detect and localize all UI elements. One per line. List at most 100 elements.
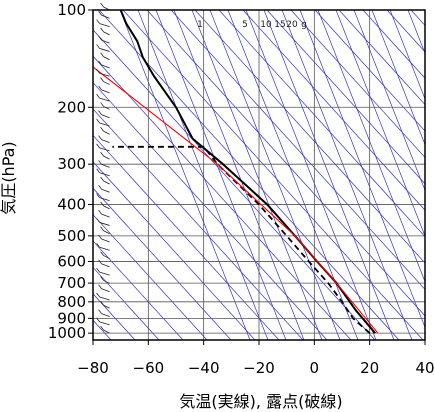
mixing-ratio-labels: 1 5 10 15 20 g [197,20,307,30]
mixing-ratio-label: 20 [286,20,298,30]
wind-barb [100,276,110,284]
parcel-line [93,66,379,334]
wind-barb [100,301,110,309]
y-tick-label: 600 [57,252,86,270]
x-tick-labels: −80 −60 −40 −20 0 20 40 [77,340,435,377]
guide-line [410,10,425,26]
x-tick-label: −20 [243,359,275,377]
wind-barb [96,118,110,127]
y-tick-label: 1000 [48,324,86,342]
wind-barb [98,160,110,168]
guide-line [290,10,425,158]
mixing-ratio-line [353,10,425,192]
wind-barb [100,27,110,36]
wind-barb [100,325,110,334]
guide-line [93,29,376,340]
guide-line [93,214,208,340]
mixing-ratio-line [119,10,251,340]
wind-barb [96,143,110,152]
guide-line [93,134,280,340]
y-tick-label: 200 [57,98,86,116]
wind-barb [98,60,110,69]
wind-barb [96,69,110,77]
wind-barb [96,292,110,301]
guide-line [93,82,328,340]
mixing-ratio-line [426,10,435,340]
sounding-series [93,10,379,334]
guide-line [170,10,425,290]
guide-line [386,10,425,53]
y-tick-label: 100 [57,1,86,19]
guide-line [338,10,425,106]
wind-barb [98,110,110,119]
mixing-ratio-line [155,10,287,340]
mixing-ratio-label: 15 [274,20,285,30]
guide-line [93,161,256,340]
mixing-ratio-label: 5 [242,20,248,30]
mixing-ratio-line [263,10,395,340]
wind-barb [96,44,110,52]
wind-barb [96,243,110,251]
wind-barb [96,168,110,177]
x-tick-label: 0 [310,359,320,377]
mixing-ratio-line [389,10,425,100]
guide-line [146,10,425,317]
wind-barb [100,151,110,160]
y-tick-label: 700 [57,274,86,292]
guide-line [93,108,304,340]
guide-line [194,10,425,264]
wind-barb [96,193,110,201]
y-tick-label: 400 [57,196,86,214]
grid-lines [93,9,425,340]
y-tick-label: 300 [57,155,86,173]
mixing-ratio-line [317,10,425,283]
wind-barb [100,2,110,11]
mixing-ratio-line [209,10,341,340]
x-tick-label: −40 [188,359,220,377]
wind-barb [98,135,110,143]
mixing-ratio-line [137,10,269,340]
x-tick-label: 40 [415,359,434,377]
guide-line [93,266,160,340]
guide-line [314,10,425,132]
mixing-ratio-line [281,10,413,340]
mixing-ratio-line [335,10,425,237]
y-tick-label: 900 [57,309,86,327]
mixing-ratio-label: 10 [260,20,272,30]
y-tick-label: 500 [57,227,86,245]
wind-barbs [96,2,110,334]
wind-barb [98,85,110,94]
wind-barb [98,11,110,19]
guide-line [242,10,425,211]
mixing-ratio-line [227,10,359,340]
wind-barb [96,317,110,326]
mixing-ratio-line [299,10,425,329]
wind-barb [98,234,110,243]
mixing-ratio-line [371,10,425,146]
wind-barb [100,176,110,185]
wind-barb [100,77,110,85]
x-tick-label: −60 [133,359,165,377]
guide-line [266,10,425,185]
guide-line [93,240,184,340]
guide-line [93,55,352,340]
x-tick-label: −80 [77,359,109,377]
wind-barb [96,267,110,276]
wind-barb [96,93,110,102]
mixing-ratio-label: 1 [197,20,203,30]
adiabat-guide-lines [93,10,435,340]
guide-line [93,187,232,340]
y-axis-label: 気圧(hPa) [0,141,18,214]
x-axis-label: 気温(実線), 露点(破線) [179,392,342,411]
wind-barb [100,52,110,61]
wind-barb [96,218,110,226]
mixing-ratio-line [191,10,323,340]
wind-barb [100,102,110,110]
wind-barb [98,35,110,44]
guide-line [362,10,425,79]
guide-line [122,10,424,340]
wind-barb [100,251,110,259]
wind-barb [100,226,110,235]
wind-barb [100,201,110,210]
